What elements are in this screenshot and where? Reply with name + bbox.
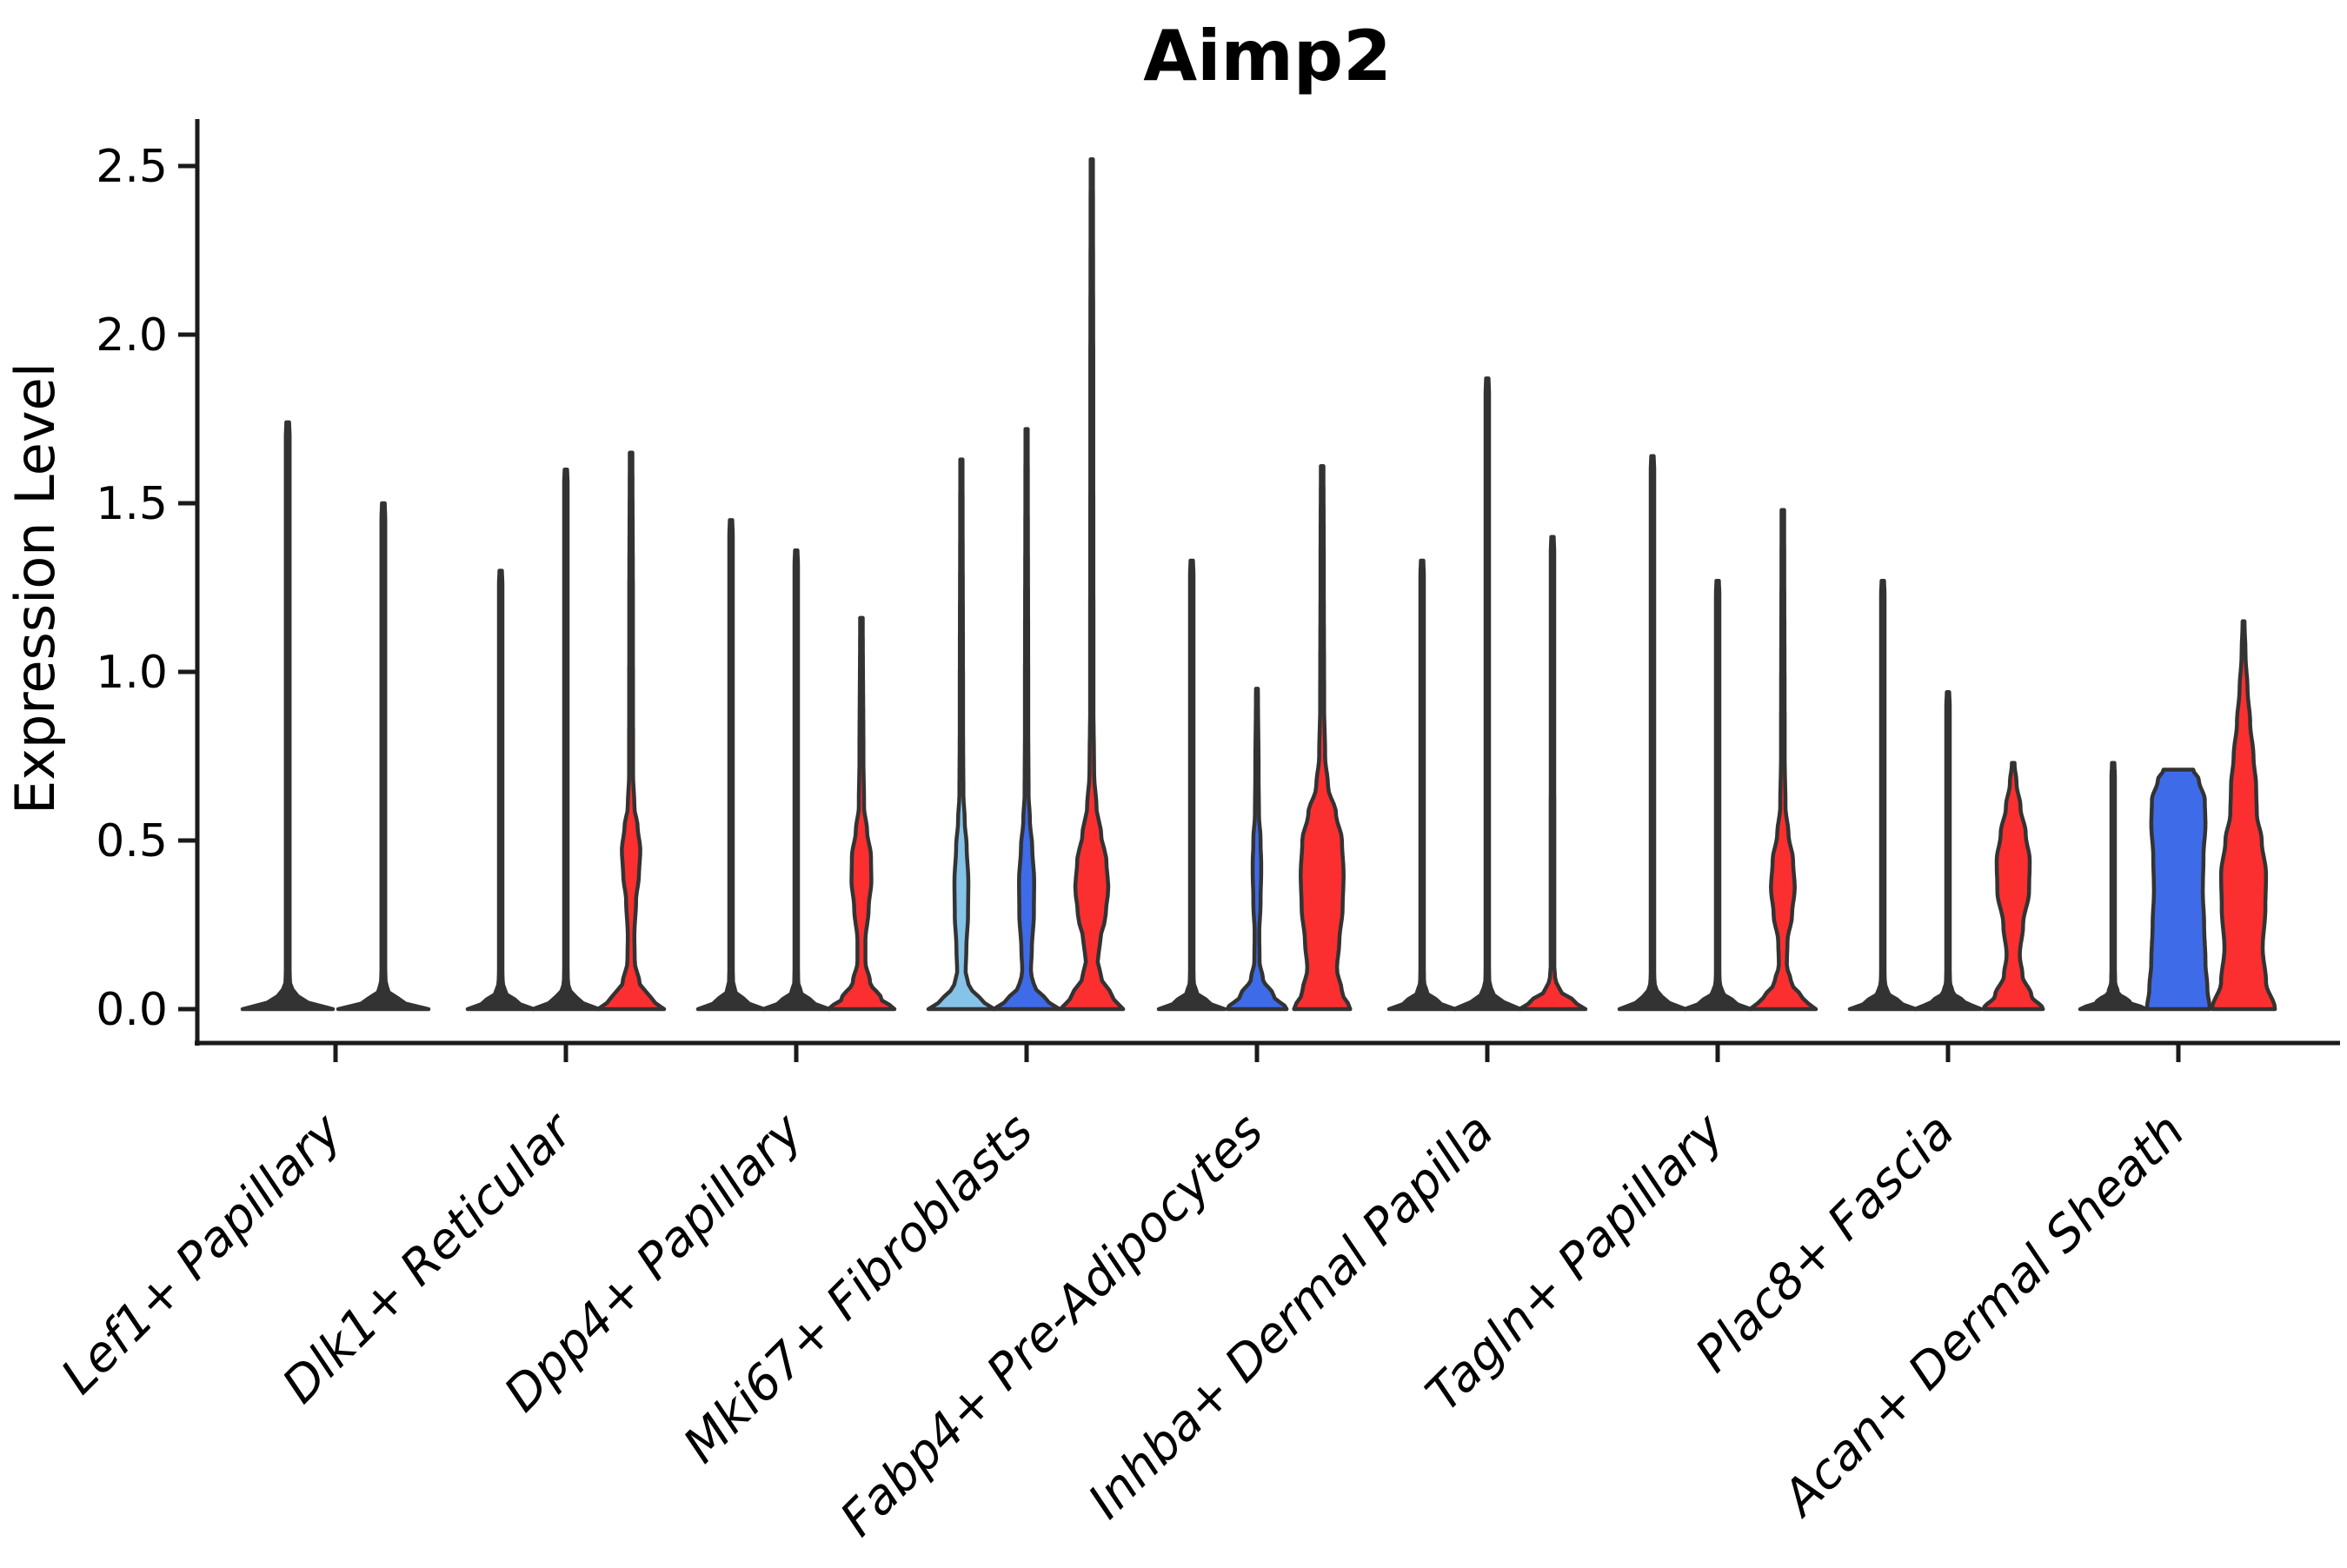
violin-group-7 [1617, 454, 1818, 1012]
violin-red-dlk1 [595, 450, 667, 1012]
y-axis-label: Expression Level [3, 362, 67, 814]
violin-blue-fabp4 [1225, 687, 1289, 1012]
violin-dark-lef1 [336, 501, 431, 1012]
violin-group-6 [1386, 376, 1588, 1012]
y-tick-label: 0.0 [96, 984, 168, 1036]
y-tick-label: 1.0 [96, 647, 168, 699]
violin-dark-plac8 [1847, 578, 1918, 1012]
violin-dark-inhba [1386, 558, 1458, 1012]
violin-red-mki67 [1058, 156, 1126, 1012]
violin-dark-dpp4 [695, 518, 767, 1012]
violin-group-2 [465, 450, 667, 1012]
violin-dark-dlk1 [465, 568, 536, 1012]
violin-red-inhba [1517, 535, 1588, 1012]
violins-layer [240, 156, 2277, 1012]
x-tick-label: Acan+ Dermal Sheath [1771, 1103, 2196, 1528]
y-tick-label: 1.5 [96, 478, 168, 530]
violin-dark-lef1 [240, 420, 336, 1012]
y-tick-label: 2.5 [96, 141, 168, 193]
plot-title: Aimp2 [1143, 16, 1392, 96]
violin-red-acan [2210, 619, 2277, 1012]
violin-light_blue-mki67 [926, 457, 997, 1012]
x-tick-label: Inhba+ Dermal Papilla [1078, 1103, 1505, 1530]
violin-dark-plac8 [1912, 690, 1984, 1012]
violin-dark-dlk1 [530, 467, 602, 1012]
violin-group-3 [695, 518, 897, 1012]
x-tick-label: Fabp4+ Pre-Adipocytes [830, 1103, 1274, 1547]
y-tick-label: 2.0 [96, 309, 168, 362]
violin-group-1 [240, 420, 431, 1012]
violin-red-dpp4 [826, 615, 897, 1012]
violin-dark-acan [2078, 761, 2149, 1012]
violin-blue-mki67 [991, 427, 1062, 1012]
violin-group-5 [1156, 464, 1353, 1012]
y-tick-label: 0.5 [96, 815, 168, 867]
violin-dark-tagln [1617, 454, 1688, 1012]
violin-red-plac8 [1981, 761, 2045, 1012]
violin-red-tagln [1747, 508, 1818, 1012]
violin-red-fabp4 [1292, 464, 1353, 1012]
violin-group-8 [1847, 578, 2045, 1012]
violin-dark-inhba [1452, 376, 1523, 1012]
violin-dark-tagln [1682, 578, 1753, 1012]
violin-dark-fabp4 [1156, 558, 1227, 1012]
violin-group-9 [2078, 619, 2277, 1012]
violin-group-4 [926, 156, 1126, 1012]
violin-blue-acan [2144, 767, 2212, 1012]
violin-dark-dpp4 [761, 548, 832, 1012]
